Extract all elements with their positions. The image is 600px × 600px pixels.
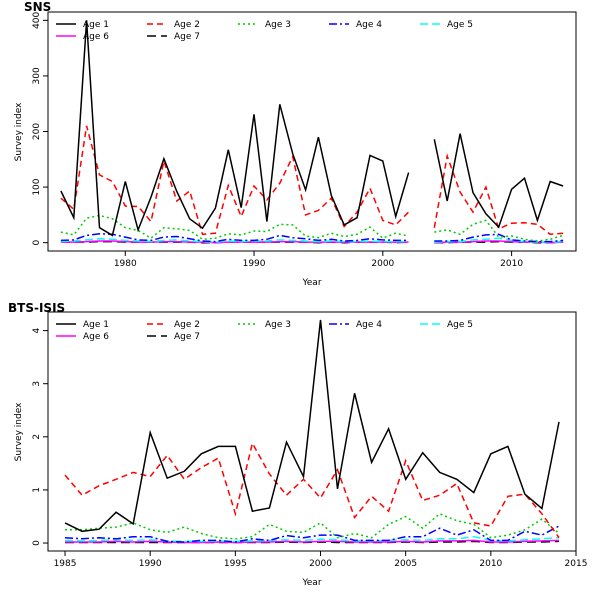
x-tick-label: 2010 xyxy=(479,559,502,569)
y-tick-label: 4 xyxy=(32,327,42,333)
y-tick-label: 200 xyxy=(32,123,42,140)
series-line-age-4 xyxy=(60,233,409,243)
series-line-age-2 xyxy=(64,441,560,539)
x-axis-label: Year xyxy=(301,578,321,588)
legend-entry: Age 4 xyxy=(356,20,382,30)
legend-entry: Age 3 xyxy=(265,20,291,30)
series-line-age-5 xyxy=(434,237,564,243)
legend-entry: Age 4 xyxy=(356,320,382,330)
series-line-age-2 xyxy=(433,153,564,236)
chart-panel-1: BTS-ISIS 1985 1990 1995 2000 2005 2010 2015 0 1 2 3… xyxy=(8,301,587,588)
x-axis-label: Year xyxy=(301,278,321,288)
y-axis-label: Survey index xyxy=(14,102,24,161)
chart-panel-0: SNS 1980 1990 2000 2010 0 100 200 300 400 Year Surv… xyxy=(14,0,577,288)
series-line-age-2 xyxy=(60,125,410,236)
legend-entry: Age 2 xyxy=(174,20,200,30)
x-tick-label: 2000 xyxy=(371,259,394,269)
legend-entry: Age 7 xyxy=(174,332,200,342)
x-tick-label: 1995 xyxy=(224,559,247,569)
x-tick-label: 1990 xyxy=(139,559,162,569)
plot-frame xyxy=(47,11,577,252)
series-line-age-5 xyxy=(60,238,409,243)
chart-title: SNS xyxy=(24,0,51,14)
x-tick-label: 1990 xyxy=(243,259,266,269)
series-line-age-6 xyxy=(434,240,564,244)
series-line-age-3 xyxy=(65,512,560,540)
series-line-age-6 xyxy=(65,539,560,544)
legend-entry: Age 2 xyxy=(174,320,200,330)
y-tick-label: 0 xyxy=(32,540,42,546)
y-tick-label: 0 xyxy=(32,240,42,246)
y-tick-label: 400 xyxy=(32,11,42,28)
x-tick-label: 2000 xyxy=(309,559,332,569)
legend-entry: Age 5 xyxy=(447,20,473,30)
series-line-age-3 xyxy=(60,214,409,241)
y-tick-label: 3 xyxy=(32,381,42,387)
legend-entry: Age 7 xyxy=(174,32,200,42)
legend-entry: Age 1 xyxy=(83,320,109,330)
x-tick-label: 2010 xyxy=(500,259,523,269)
x-tick-label: 2005 xyxy=(394,559,417,569)
series-line-age-4 xyxy=(64,525,560,543)
x-tick-label: 1985 xyxy=(54,559,77,569)
series-line-age-7 xyxy=(65,540,560,544)
y-axis-label: Survey index xyxy=(14,402,24,461)
legend-entry: Age 5 xyxy=(447,320,473,330)
y-tick-label: 100 xyxy=(32,178,42,195)
series-line-age-1 xyxy=(60,20,410,237)
y-tick-label: 2 xyxy=(32,434,42,440)
legend-entry: Age 3 xyxy=(265,320,291,330)
series-line-age-4 xyxy=(434,233,564,243)
x-tick-label: 2015 xyxy=(565,559,588,569)
legend-entry: Age 6 xyxy=(83,332,109,342)
x-tick-label: 1980 xyxy=(114,259,137,269)
chart-title: BTS-ISIS xyxy=(8,301,65,315)
plot-frame xyxy=(47,311,577,552)
legend-entry: Age 1 xyxy=(83,20,109,30)
y-tick-label: 300 xyxy=(32,67,42,84)
series-line-age-5 xyxy=(64,535,560,543)
series-line-age-1 xyxy=(433,133,564,229)
series-line-age-3 xyxy=(434,219,564,242)
y-tick-label: 1 xyxy=(32,487,42,493)
legend-entry: Age 6 xyxy=(83,32,109,42)
series-line-age-1 xyxy=(64,319,560,533)
